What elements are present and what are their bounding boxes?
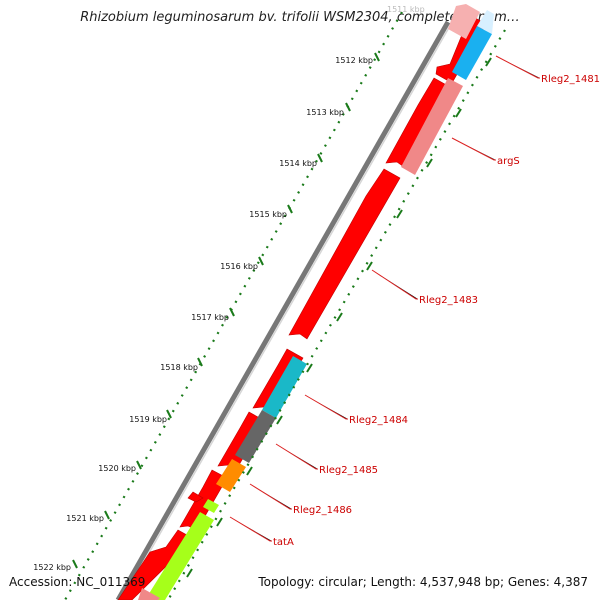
tick-label: 1517 kbp xyxy=(191,313,229,322)
feature-block xyxy=(150,512,214,600)
topology-text: Topology: circular; Length: 4,537,948 bp… xyxy=(258,575,588,589)
tick-label: 1513 kbp xyxy=(306,108,344,117)
tick-label: 1511 kbp xyxy=(387,5,425,14)
feature-block xyxy=(477,10,494,34)
gene-label-rleg2-1485: Rleg2_1485 xyxy=(319,465,378,476)
tick-label: 1514 kbp xyxy=(279,159,317,168)
gene-label-args: argS xyxy=(497,156,520,167)
gene-label-rleg2-1483: Rleg2_1483 xyxy=(419,295,478,306)
gene-labels: Rleg2_1481 argS Rleg2_1483 Rleg2_1484 Rl… xyxy=(273,74,600,548)
feature-block xyxy=(452,26,492,80)
tick-label: 1519 kbp xyxy=(129,415,167,424)
gene-label-tata: tatA xyxy=(273,537,294,548)
gene-label-rleg2-1484: Rleg2_1484 xyxy=(349,415,408,426)
tick-label: 1516 kbp xyxy=(220,262,258,271)
gene-label-rleg2-1481: Rleg2_1481 xyxy=(541,74,600,85)
leader-lines xyxy=(229,55,540,542)
cds-arrow xyxy=(288,168,401,340)
gene-label-rleg2-1486: Rleg2_1486 xyxy=(293,505,352,516)
accession-text: Accession: NC_011369 xyxy=(9,575,146,589)
tick-label: 1522 kbp xyxy=(33,563,71,572)
feature-block xyxy=(262,356,307,418)
feature-block xyxy=(235,410,276,463)
cds-arrow xyxy=(187,491,204,503)
feature-block xyxy=(448,4,480,39)
feature-block xyxy=(216,459,246,492)
genome-backbone xyxy=(115,20,452,600)
tick-label: 1518 kbp xyxy=(160,363,198,372)
feature-block xyxy=(138,588,160,600)
tick-label: 1515 kbp xyxy=(249,210,287,219)
kbp-ticks: 1511 kbp 1512 kbp 1513 kbp 1514 kbp 1515… xyxy=(33,5,424,572)
feature-block xyxy=(203,499,219,513)
feature-block xyxy=(401,78,463,175)
tick-label: 1520 kbp xyxy=(98,464,136,473)
tick-label: 1512 kbp xyxy=(335,56,373,65)
feature-track xyxy=(138,4,494,600)
inner-ruler xyxy=(167,29,506,600)
tick-label: 1521 kbp xyxy=(66,514,104,523)
page-title: Rhizobium leguminosarum bv. trifolii WSM… xyxy=(80,10,520,25)
